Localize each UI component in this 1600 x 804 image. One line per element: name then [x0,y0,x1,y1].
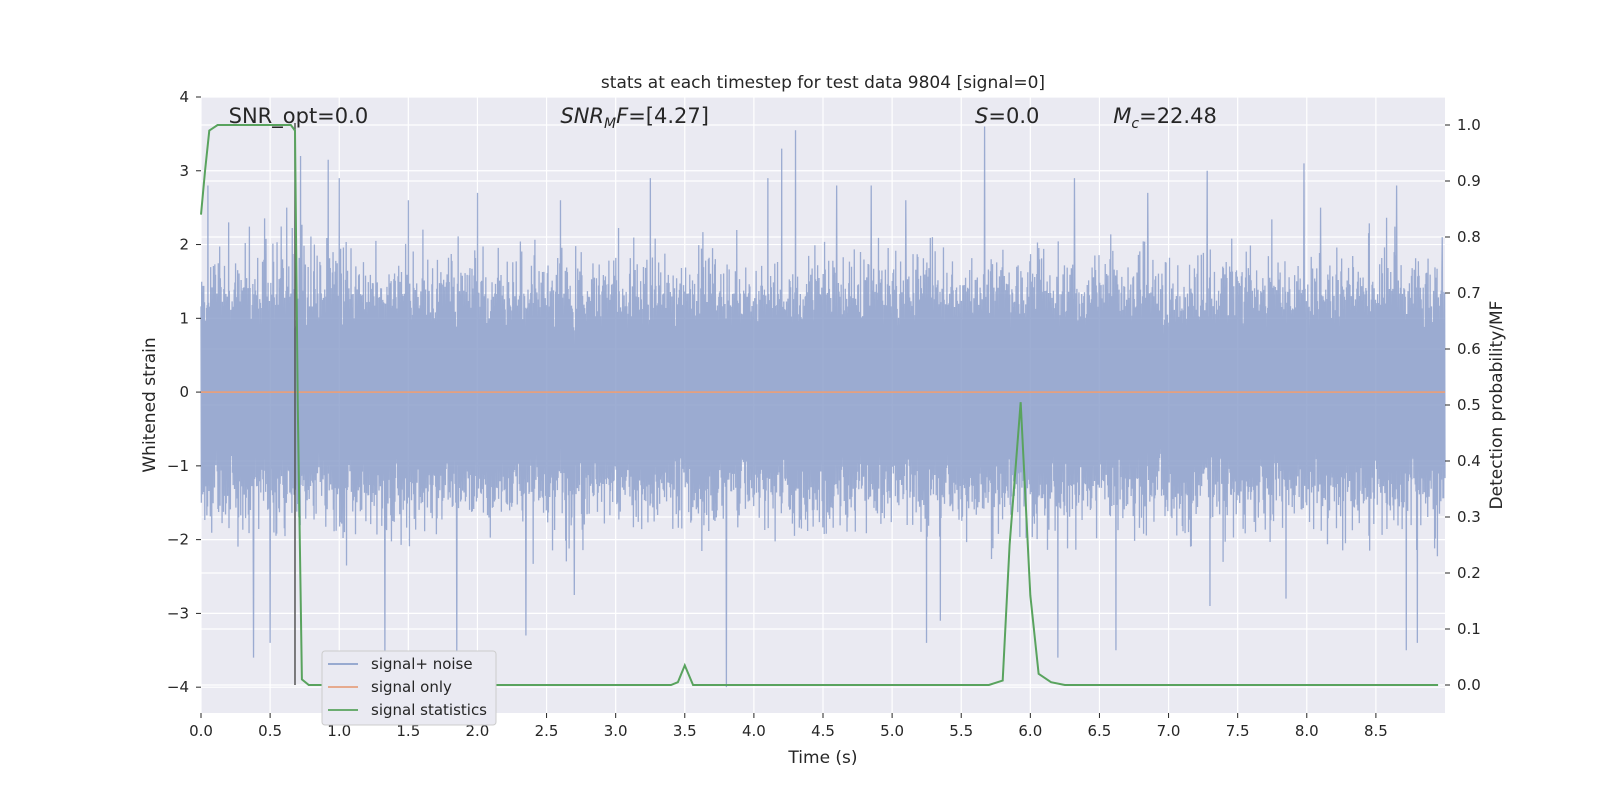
line-signal-statistics [200,124,1439,686]
y2-tick-label: 0.3 [1457,508,1481,526]
x-ticks: 0.0 0.5 1.0 1.5 2.0 2.5 3.0 3.5 4.0 4.5 5.0 5.5 6.0 6… [189,713,1388,740]
x-tick-label: 3.5 [673,722,697,740]
legend-label-signal-only: signal only [371,678,452,696]
y-tick-label: 4 [179,88,189,106]
line-signal-noise [200,126,1446,688]
y-tick-label: −3 [167,604,189,622]
x-tick-label: 8.5 [1364,722,1388,740]
y-tick-label: −2 [167,531,189,549]
x-tick-label: 4.0 [742,722,766,740]
y-axis-label: Whitened strain [140,337,160,472]
y2-tick-label: 0.2 [1457,564,1481,582]
y2-tick-label: 0.9 [1457,172,1481,190]
annotation-0: SNR_opt=0.0 [229,104,369,129]
annotations: SNR_opt=0.0 SNRMF=[4.27] S=0.0 Mc=22.48 [229,104,1217,132]
x-tick-label: 6.5 [1088,722,1112,740]
y-ticks: 4 3 2 1 0 −1 −2 −3 −4 [167,88,201,696]
x-tick-label: 0.0 [189,722,213,740]
x-tick-label: 5.5 [949,722,973,740]
legend: signal+ noise signal only signal statist… [321,650,497,726]
x-tick-label: 3.0 [604,722,628,740]
legend-label-signal-noise: signal+ noise [371,655,473,673]
x-tick-label: 8.0 [1295,722,1319,740]
y2-tick-label: 0.7 [1457,284,1481,302]
x-tick-label: 2.5 [535,722,559,740]
x-axis-label: Time (s) [787,748,857,768]
annotation-3: Mc=22.48 [1113,104,1217,132]
x-tick-label: 7.5 [1226,722,1250,740]
y2-tick-label: 0.5 [1457,396,1481,414]
annotation-2: S=0.0 [975,104,1039,128]
x-tick-label: 1.0 [327,722,351,740]
chart-title: stats at each timestep for test data 980… [601,73,1045,93]
legend-label-signal-statistics: signal statistics [371,701,487,719]
y-tick-label: 3 [179,162,189,180]
annotation-1: SNRMF=[4.27] [560,104,709,132]
y2-ticks: 1.0 0.9 0.8 0.7 0.6 0.5 0.4 0.3 0.2 0.1 0.0 [1445,116,1481,694]
y-tick-label: −1 [167,457,189,475]
y2-tick-label: 0.4 [1457,452,1481,470]
x-tick-label: 5.0 [880,722,904,740]
legend-box [321,650,497,726]
y-tick-label: −4 [167,678,189,696]
y2-tick-label: 0.8 [1457,228,1481,246]
y2-axis-label: Detection probability/MF [1487,301,1507,510]
series-signal-statistics [200,124,1439,686]
x-tick-label: 6.0 [1018,722,1042,740]
x-tick-label: 2.0 [466,722,490,740]
x-tick-label: 7.0 [1157,722,1181,740]
y2-tick-label: 0.6 [1457,340,1481,358]
y2-tick-label: 0.1 [1457,620,1481,638]
y-tick-label: 0 [179,383,189,401]
x-tick-label: 1.5 [396,722,420,740]
y-tick-label: 1 [179,309,189,327]
series-signal-noise [200,126,1446,688]
y-tick-label: 2 [179,236,189,254]
x-tick-label: 4.5 [811,722,835,740]
x-tick-label: 0.5 [258,722,282,740]
y2-tick-label: 0.0 [1457,676,1481,694]
y2-tick-label: 1.0 [1457,116,1481,134]
